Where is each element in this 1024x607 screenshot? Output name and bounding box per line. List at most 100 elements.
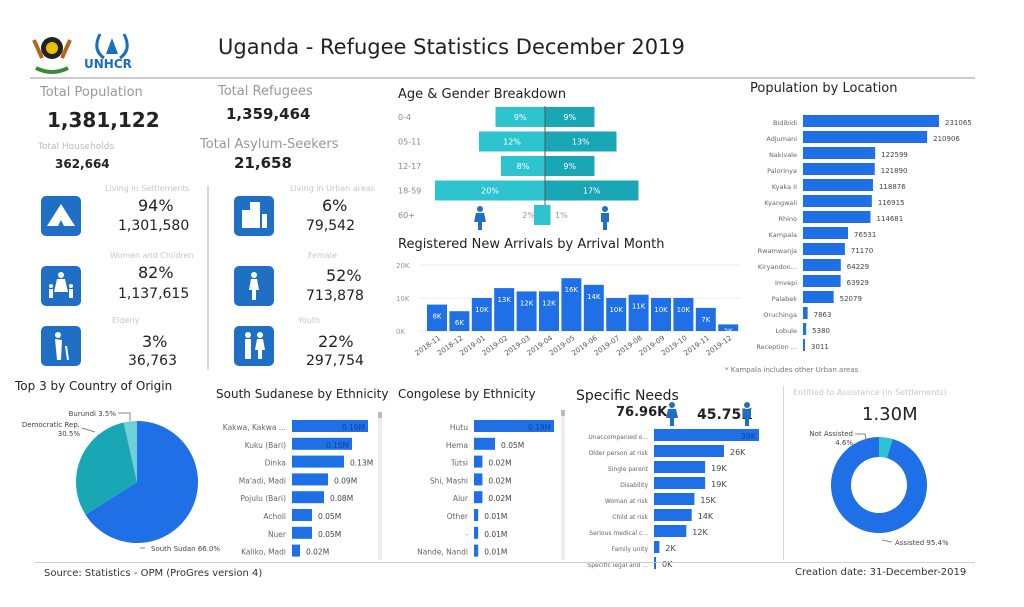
category-label: Alur [453,494,469,503]
category-label: Nande, Nandi [417,548,468,557]
card-label: Female [308,251,337,260]
pie-label: Burundi 3.5% [69,410,117,418]
category-label: Lobule [775,327,797,335]
category-label: Specific legal and ... [587,562,648,569]
category-label: Hema [446,441,468,450]
value-label: 12K [692,528,708,537]
total-asylum-value: 21,658 [234,154,292,172]
x-tick: 2019-12 [705,334,734,357]
card-label: Elderly [112,316,140,325]
origin-title: Top 3 by Country of Origin [15,379,173,393]
value-label: 63929 [847,279,869,287]
female-icon [474,206,486,230]
value-label: 0K [662,560,673,569]
card-pct: 52% [326,266,362,285]
family-icon [41,266,81,306]
uganda-logo [30,28,74,74]
source-text: Source: Statistics - OPM (ProGres versio… [44,568,263,579]
header-divider [30,77,975,79]
card-label: Living in Settlements [105,184,190,193]
category-label: Serious medical c... [589,530,648,537]
bar-label: 12K [542,299,556,307]
cod-scrollbar[interactable] [561,410,565,560]
category-label: Kyangwali [764,199,797,207]
category-label: Nuer [268,530,287,539]
card-value: 79,542 [306,218,355,234]
donut-label: Not Assisted [809,430,853,438]
cod-ethnicity-chart: Hutu 0.19M Hema 0.05M Tutsi 0.02M Shi, Mashi 0.… [417,420,554,557]
category-label: Kuku (Bari) [245,441,286,450]
bar [803,243,845,255]
bar [474,509,479,521]
category-label: Pojulu (Bari) [240,494,286,503]
stats-divider [207,186,209,370]
bar [474,491,483,504]
category-label: Kakwa, Kakwa ... [223,423,286,432]
ssd-scrollbar[interactable] [378,412,382,560]
card-value: 297,754 [306,353,364,369]
category-label: Hutu [450,423,468,432]
bar [803,163,875,175]
bar [474,544,479,557]
age-gender-chart: 0-4 9% 9% 05-11 12% 13% 12-17 8% 9% 18-59 20% 17% 60… [398,106,639,230]
location-note: * Kampala includes other Urban areas [725,366,859,374]
arrival-bar [606,298,627,331]
needs-male-icon-body [743,409,751,426]
category-label: Other [447,512,469,521]
arrival-bar [718,324,739,331]
male-label: 13% [572,138,590,147]
bar [474,526,479,539]
male-label: 9% [563,162,576,171]
bar-label: 16K [565,286,579,294]
bar [803,179,873,191]
female-label: 12% [503,138,521,147]
category-label: Unaccompanied o... [588,434,648,441]
bar [474,437,496,450]
pie-label: South Sudan 66.0% [151,545,220,553]
total-asylum-label: Total Asylum-Seekers [200,137,339,152]
card-value: 1,137,615 [118,286,190,302]
female-bar [501,156,545,176]
category-label: Kyaka II [772,183,797,191]
y-tick: 10K [396,295,410,303]
bar-label: 2K [724,327,733,335]
age-label: 12-17 [398,162,421,171]
couple-icon [234,326,274,366]
bar-label: 6K [455,319,464,327]
female-bar [495,107,545,127]
category-label: Ma'adi, Madi [239,476,286,485]
bar [803,227,849,239]
bar-label: 13K [497,296,511,304]
card-label: Youth [298,316,320,325]
bar-label: 10K [654,306,668,314]
category-label: - [465,530,468,539]
bar [654,429,759,441]
value-label: 0.01M [484,530,507,539]
bar [803,339,805,351]
bar [803,131,928,143]
bar-label: 10K [475,306,489,314]
value-label: 114681 [876,215,903,223]
female-bar [534,205,545,225]
footer-divider [35,562,975,563]
value-label: 0.01M [484,512,507,521]
value-label: 39K [741,432,757,441]
bar [654,557,656,569]
bar [474,420,554,432]
arrival-bar [516,291,537,331]
category-label: Nakivale [769,151,797,159]
location-chart: Bidibidi 231065 Adjumani 210906 Nakivale 1225… [756,115,972,351]
value-label: 0.05M [501,441,524,450]
total-households-label: Total Households [38,142,115,152]
location-title: Population by Location [750,81,898,96]
bar [803,291,834,303]
arrival-bar [673,298,694,331]
category-label: Acholi [263,512,286,521]
arrival-bar [471,298,492,331]
assist-divider [783,386,784,560]
card-pct: 82% [138,263,174,282]
value-label: 64229 [847,263,869,271]
assist-title: Entitled to Assistance (in Settlements) [793,388,947,397]
bar [654,445,724,457]
